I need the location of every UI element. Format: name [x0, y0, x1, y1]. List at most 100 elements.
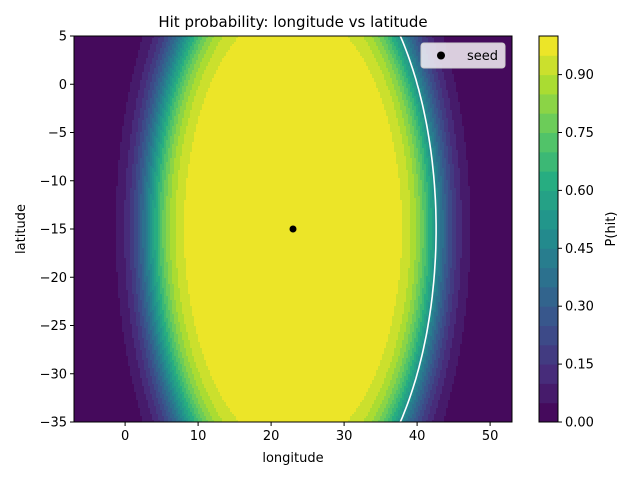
field-cell	[84, 298, 86, 300]
field-cell	[98, 202, 100, 204]
field-cell	[98, 406, 100, 408]
field-cell	[112, 312, 114, 314]
field-cell	[106, 134, 108, 136]
field-cell	[100, 238, 102, 240]
field-cell	[80, 204, 82, 206]
field-cell	[100, 230, 102, 232]
field-cell	[78, 330, 80, 332]
field-cell	[106, 394, 108, 396]
field-cell	[78, 402, 80, 404]
field-cell	[98, 74, 100, 76]
field-cell	[92, 36, 94, 38]
field-cell	[90, 62, 92, 64]
field-cell	[102, 200, 104, 202]
field-cell	[104, 74, 106, 76]
field-cell	[102, 264, 104, 266]
field-cell	[92, 268, 94, 270]
field-cell	[120, 156, 122, 158]
field-cell	[76, 402, 78, 404]
field-cell	[78, 272, 80, 274]
field-cell	[92, 188, 94, 190]
field-cell	[122, 238, 124, 240]
field-cell	[84, 346, 86, 348]
field-cell	[102, 360, 104, 362]
field-cell	[116, 274, 118, 276]
field-cell	[76, 162, 78, 164]
field-cell	[120, 110, 122, 112]
field-cell	[88, 86, 90, 88]
field-cell	[86, 268, 88, 270]
field-cell	[110, 288, 112, 290]
field-cell	[74, 346, 76, 348]
field-cell	[84, 136, 86, 138]
field-cell	[82, 52, 84, 54]
field-cell	[98, 324, 100, 326]
field-cell	[112, 48, 114, 50]
field-cell	[94, 86, 96, 88]
field-cell	[100, 360, 102, 362]
field-cell	[124, 216, 126, 218]
field-cell	[102, 346, 104, 348]
field-cell	[112, 402, 114, 404]
field-cell	[110, 212, 112, 214]
field-cell	[78, 322, 80, 324]
field-cell	[108, 136, 110, 138]
field-cell	[122, 142, 124, 144]
field-cell	[104, 152, 106, 154]
field-cell	[88, 54, 90, 56]
field-cell	[76, 114, 78, 116]
field-cell	[74, 106, 76, 108]
field-cell	[96, 354, 98, 356]
field-cell	[110, 198, 112, 200]
field-cell	[94, 358, 96, 360]
field-cell	[108, 176, 110, 178]
field-cell	[112, 112, 114, 114]
field-cell	[110, 106, 112, 108]
field-cell	[124, 316, 126, 318]
field-cell	[116, 110, 118, 112]
field-cell	[90, 54, 92, 56]
field-cell	[94, 256, 96, 258]
field-cell	[120, 64, 122, 66]
field-cell	[104, 302, 106, 304]
field-cell	[90, 360, 92, 362]
field-cell	[86, 72, 88, 74]
field-cell	[86, 350, 88, 352]
field-cell	[122, 384, 124, 386]
field-cell	[100, 400, 102, 402]
field-cell	[76, 334, 78, 336]
field-cell	[96, 410, 98, 412]
field-cell	[110, 52, 112, 54]
field-cell	[106, 126, 108, 128]
field-cell	[98, 84, 100, 86]
field-cell	[86, 106, 88, 108]
field-cell	[122, 302, 124, 304]
field-cell	[116, 96, 118, 98]
field-cell	[82, 282, 84, 284]
field-cell	[82, 414, 84, 416]
field-cell	[118, 406, 120, 408]
field-cell	[92, 368, 94, 370]
field-cell	[80, 212, 82, 214]
field-cell	[108, 308, 110, 310]
field-cell	[82, 362, 84, 364]
field-cell	[82, 356, 84, 358]
field-cell	[122, 294, 124, 296]
field-cell	[84, 316, 86, 318]
field-cell	[84, 386, 86, 388]
field-cell	[116, 188, 118, 190]
field-cell	[120, 78, 122, 80]
field-cell	[112, 254, 114, 256]
field-cell	[104, 312, 106, 314]
field-cell	[112, 98, 114, 100]
field-cell	[84, 76, 86, 78]
field-cell	[114, 384, 116, 386]
field-cell	[78, 94, 80, 96]
field-cell	[122, 250, 124, 252]
field-cell	[118, 154, 120, 156]
field-cell	[84, 232, 86, 234]
field-cell	[74, 182, 76, 184]
field-cell	[102, 240, 104, 242]
field-cell	[110, 88, 112, 90]
field-cell	[116, 202, 118, 204]
